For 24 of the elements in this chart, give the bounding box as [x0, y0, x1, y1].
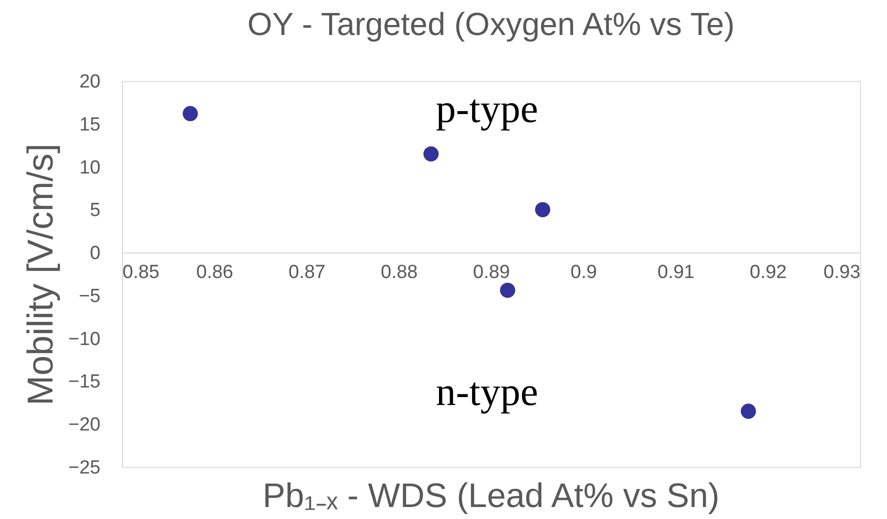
- annotation: n-type: [436, 369, 538, 414]
- x-tick-label: 0.91: [658, 262, 694, 284]
- y-tick-label: 20: [79, 72, 100, 92]
- y-tick-label: 5: [90, 200, 100, 222]
- y-tick-label: −20: [68, 414, 100, 436]
- annotation: p-type: [436, 86, 538, 131]
- y-tick-label: −25: [68, 458, 100, 478]
- chart-title: OY - Targeted (Oxygen At% vs Te): [247, 6, 735, 42]
- x-tick-label: 0.85: [122, 262, 160, 284]
- y-tick-label: 10: [79, 157, 100, 178]
- x-axis-title: Pb₁₋ₓ - WDS (Lead At% vs Sn): [262, 477, 720, 515]
- y-tick-label: −5: [78, 286, 100, 307]
- y-tick-label: 0: [90, 243, 100, 264]
- x-tick-label: 0.87: [288, 262, 326, 284]
- x-tick-label: 0.88: [380, 262, 418, 284]
- y-axis-title: Mobility [V/cm/s]: [19, 143, 60, 406]
- y-tick-label: −15: [68, 372, 100, 393]
- x-tick-label: 0.92: [750, 262, 787, 284]
- y-tick-label: −10: [68, 328, 100, 350]
- x-tick-label: 0.93: [824, 262, 860, 284]
- x-tick-label: 0.86: [196, 262, 234, 284]
- x-tick-label: 0.9: [570, 262, 597, 284]
- y-tick-label: 15: [79, 114, 100, 136]
- x-tick-label: 0.89: [473, 262, 510, 284]
